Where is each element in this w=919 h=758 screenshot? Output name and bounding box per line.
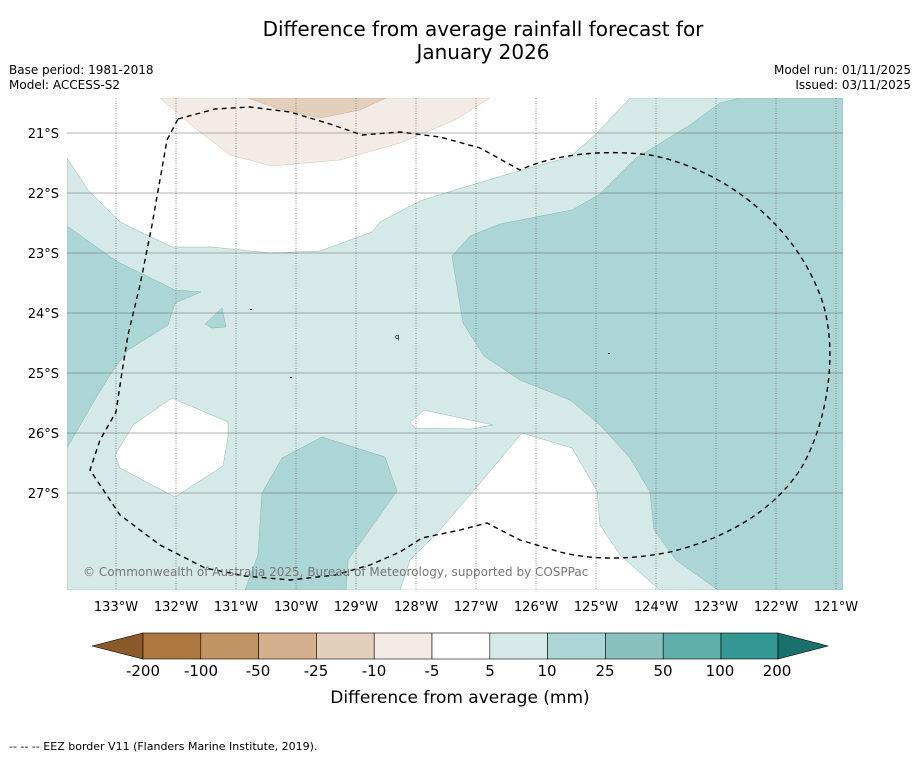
- colorbar-tick: -5: [425, 662, 440, 680]
- colorbar-tick: 5: [485, 662, 495, 680]
- colorbar-tick: 10: [537, 662, 556, 680]
- colorbar-ticks: -200 -100 -50 -25 -10 -5 5 10 25 50 100 …: [126, 662, 791, 680]
- latitude-labels: 21°S 22°S 23°S 24°S 25°S 26°S 27°S: [28, 127, 59, 502]
- map-title: Difference from average rainfall forecas…: [0, 18, 919, 64]
- colorbar-tick: 200: [763, 662, 792, 680]
- title-line-1: Difference from average rainfall forecas…: [262, 17, 704, 41]
- colorbar-tick: 50: [653, 662, 672, 680]
- islet-marker: q: [395, 333, 399, 341]
- region-minus-10-to-25: [247, 98, 387, 119]
- map-plot-area: q: [67, 98, 843, 590]
- colorbar-swatch: [720, 632, 779, 660]
- colorbar-swatch: [489, 632, 548, 660]
- colorbar-swatch: [662, 632, 722, 660]
- colorbar-swatch: [316, 632, 375, 660]
- lat-label: 24°S: [28, 307, 59, 322]
- lon-label: 133°W: [94, 600, 138, 615]
- region-neutral-west-blob: [114, 397, 229, 498]
- lon-label: 126°W: [514, 600, 558, 615]
- model-name: Model: ACCESS-S2: [9, 78, 121, 92]
- lon-label: 122°W: [754, 600, 798, 615]
- lat-label: 21°S: [28, 127, 59, 142]
- lon-label: 128°W: [394, 600, 438, 615]
- region-10-to-25-south: [244, 436, 398, 590]
- region-10-to-25-west: [67, 225, 202, 449]
- colorbar-swatch: [373, 632, 433, 660]
- colorbar-extend-high: [777, 632, 830, 660]
- colorbar-tick: -10: [362, 662, 387, 680]
- eez-legend-note: -- -- -- EEZ border V11 (Flanders Marine…: [9, 740, 318, 753]
- region-neutral-south: [399, 432, 661, 590]
- lat-label: 23°S: [28, 247, 59, 262]
- run-info: Model run: 01/11/2025 Issued: 03/11/2025: [774, 63, 911, 93]
- lon-label: 124°W: [634, 600, 678, 615]
- colorbar-swatch: [547, 632, 606, 660]
- colorbar-swatch: [258, 632, 317, 660]
- colorbar-swatch: [431, 632, 491, 660]
- longitude-labels: 133°W 132°W 131°W 130°W 129°W 128°W 127°…: [94, 600, 858, 615]
- lon-label: 129°W: [334, 600, 378, 615]
- lon-label: 130°W: [274, 600, 318, 615]
- model-info: Base period: 1981-2018 Model: ACCESS-S2: [9, 63, 154, 93]
- colorbar-tick: -50: [246, 662, 271, 680]
- colorbar-tick: 25: [595, 662, 614, 680]
- colorbar-swatch: [605, 632, 664, 660]
- colorbar-tick: -100: [184, 662, 218, 680]
- lon-label: 132°W: [154, 600, 198, 615]
- colorbar-label: Difference from average (mm): [330, 688, 589, 708]
- islet-marker: [290, 377, 292, 378]
- gridlines: [67, 98, 843, 590]
- colorbar-swatch: [142, 632, 202, 660]
- lon-label: 123°W: [694, 600, 738, 615]
- title-line-2: January 2026: [416, 40, 550, 64]
- lon-label: 127°W: [454, 600, 498, 615]
- lat-label: 22°S: [28, 187, 59, 202]
- colorbar-tick: 100: [706, 662, 735, 680]
- eez-border: [89, 106, 831, 581]
- colorbar-swatch: [200, 632, 259, 660]
- lon-label: 131°W: [214, 600, 258, 615]
- lat-label: 25°S: [28, 367, 59, 382]
- base-period: Base period: 1981-2018: [9, 63, 154, 77]
- colorbar-extend-low: [91, 632, 144, 660]
- region-10-to-25-east: [451, 98, 843, 590]
- lon-label: 125°W: [574, 600, 618, 615]
- region-minus-5-to-10: [159, 98, 491, 167]
- lon-label: 121°W: [814, 600, 858, 615]
- colorbar-tick: -200: [126, 662, 160, 680]
- islet-marker: [608, 353, 610, 354]
- islet-marker: [250, 309, 252, 310]
- colorbar-tick: -25: [304, 662, 329, 680]
- lat-label: 26°S: [28, 427, 59, 442]
- issued-date: Issued: 03/11/2025: [795, 78, 911, 92]
- copyright-notice: © Commonwealth of Australia 2025, Bureau…: [83, 565, 588, 579]
- lat-label: 27°S: [28, 487, 59, 502]
- model-run-date: Model run: 01/11/2025: [773, 63, 911, 77]
- region-neutral-central-sliver: [409, 409, 494, 430]
- colorbar: [91, 632, 830, 660]
